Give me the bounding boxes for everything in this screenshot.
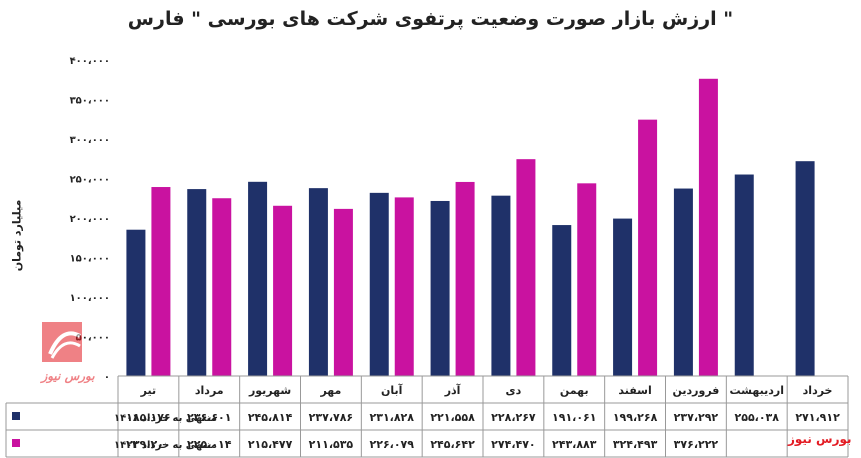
category-label: شهریور [248,384,291,397]
category-label: آبان [381,383,403,397]
bar-series1 [248,181,268,376]
chart-title: ارزش بازار صورت وضعیت پرتفوی شرکت های بو… [127,8,734,30]
bar-series1 [552,225,572,376]
bar-series1 [734,174,754,376]
bar-series1 [613,218,633,376]
data-label: ۲۲۸،۲۶۷ [491,411,536,424]
data-label: ۲۱۵،۴۷۷ [248,438,293,451]
y-tick-label: ۳۵۰،۰۰۰ [70,96,110,107]
data-label: ۲۷۱،۹۱۲ [795,411,840,424]
watermark-text: بورس نیوز [39,369,95,384]
data-label: ۱۹۹،۲۶۸ [613,411,658,424]
y-tick-label: ۵۰،۰۰۰ [76,333,110,344]
bar-series2 [151,187,171,376]
bar-series1 [308,188,328,376]
watermark-logo: بورس نیوز [39,322,95,384]
data-label: ۲۷۴،۴۷۰ [491,438,535,451]
y-tick-label: ۳۰۰،۰۰۰ [70,135,110,146]
bar-series2 [212,198,232,376]
legend-swatch [12,412,20,420]
brand-label: بورس نیوز [788,432,852,446]
data-label: ۲۵۵،۰۳۸ [735,411,780,424]
legend-swatch [12,439,20,447]
data-label: ۳۲۴،۴۹۳ [613,438,658,451]
data-label: ۲۲۵،۰۱۴ [187,438,232,451]
y-axis-ticks: ۰ ۵۰،۰۰۰ ۱۰۰،۰۰۰ ۱۵۰،۰۰۰ ۲۰۰،۰۰۰ ۲۵۰،۰۰۰ ۳۰۰،۰… [70,56,110,383]
category-label: فروردین [672,384,719,397]
category-label: اردیبهشت [730,384,784,397]
y-tick-label: ۲۰۰،۰۰۰ [70,214,110,225]
bar-series1 [187,189,207,376]
category-label: تیر [140,384,156,397]
data-label: ۳۷۶،۲۲۲ [674,438,719,451]
bar-series1 [673,188,693,376]
bar-series2 [394,197,414,376]
data-label: ۲۴۵،۶۴۲ [430,438,475,451]
category-label: دی [506,384,522,397]
category-label: مرداد [195,384,224,397]
legend-label: منتهی به خرداد ۱۴۰۱ [114,413,217,424]
bar-series2 [638,119,658,377]
bar-series1 [126,229,146,376]
bar-series1 [430,200,450,376]
legend-label: منتهی به خرداد ۱۴۰۲ [114,440,217,451]
data-label: ۱۹۱،۰۶۱ [552,411,596,424]
category-label: مهر [319,384,341,397]
category-label: آذر [444,383,461,397]
data-label: ۲۳۷،۷۸۶ [309,411,353,424]
data-label: ۲۳۱،۸۲۸ [370,411,415,424]
bar-series2 [516,159,536,376]
y-tick-label: ۱۰۰،۰۰۰ [70,293,110,304]
data-label: ۲۴۳،۸۸۳ [552,438,597,451]
bars [126,78,815,377]
data-table: تیر مرداد شهریور مهر آبان آذر دی بهمن اسفند فرورد… [5,375,849,458]
bar-series1 [369,192,389,376]
data-label: ۱۸۵،۱۷۶ [126,411,170,424]
y-tick-label: ۲۵۰،۰۰۰ [70,175,110,186]
bar-series1 [795,161,815,376]
data-label: ۲۳۷،۲۹۲ [674,411,719,424]
bar-series2 [333,208,353,376]
data-label: ۲۳۶،۶۰۱ [187,411,231,424]
y-tick-label: ۰ [104,372,110,383]
data-label: ۲۱۱،۵۳۵ [309,438,354,451]
bar-series2 [698,78,718,377]
bar-series2 [455,181,475,376]
y-tick-label: ۴۰۰،۰۰۰ [70,56,110,67]
y-tick-label: ۱۵۰،۰۰۰ [70,254,110,265]
category-label: بهمن [560,384,589,397]
category-label: اسفند [618,384,651,397]
data-label: ۲۲۱،۵۵۸ [430,411,475,424]
bar-series1 [491,195,511,376]
bar-series2 [273,205,293,376]
bar-series2 [577,183,597,376]
category-label: خرداد [803,384,833,397]
data-label: ۲۴۵،۸۱۴ [248,411,293,424]
data-label: ۲۳۹،۲۰۰ [126,438,170,451]
data-label: ۲۲۶،۰۷۹ [370,438,415,451]
